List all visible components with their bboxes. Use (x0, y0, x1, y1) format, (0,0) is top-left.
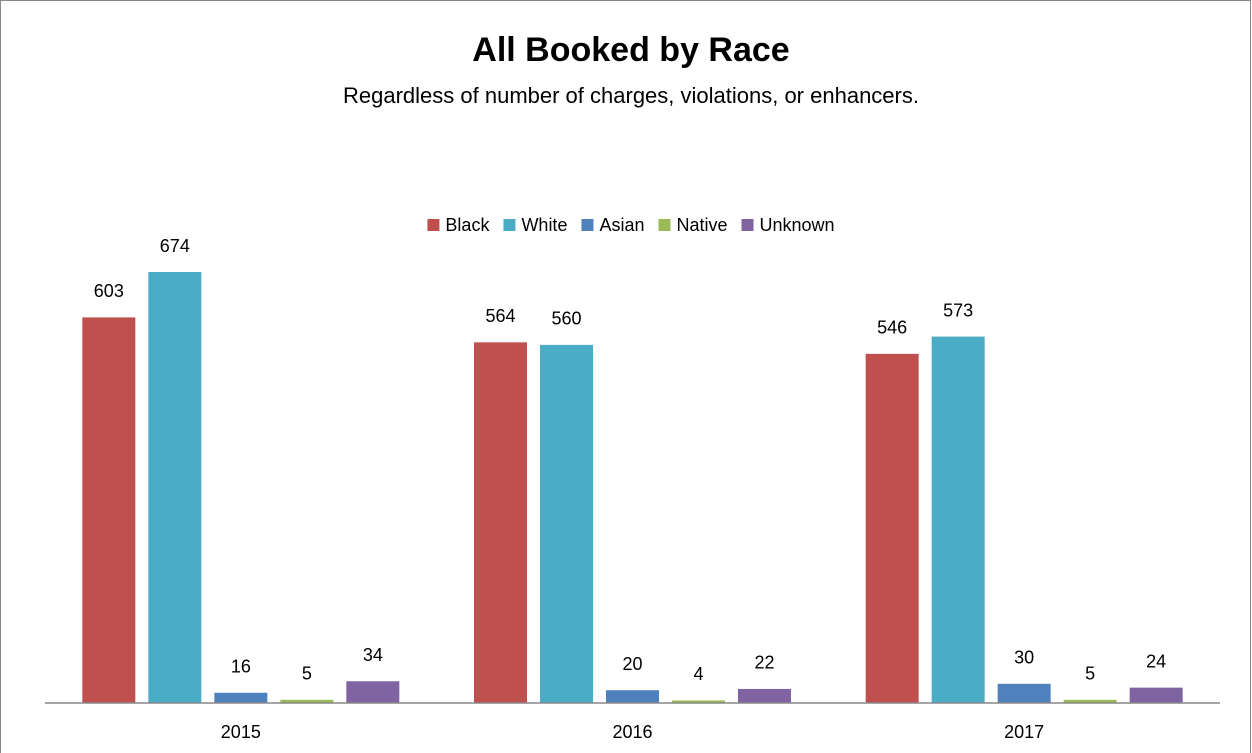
bar (865, 353, 919, 703)
legend-label: Black (445, 215, 490, 235)
data-label: 546 (877, 318, 907, 338)
legend-label: Asian (599, 215, 644, 235)
x-tick-label: 2016 (612, 722, 652, 742)
legend-swatch (741, 219, 754, 231)
chart-subtitle: Regardless of number of charges, violati… (343, 83, 919, 108)
data-label: 34 (363, 645, 383, 665)
data-label: 22 (754, 653, 774, 673)
chart-title: All Booked by Race (472, 31, 789, 69)
legend-label: Unknown (760, 215, 835, 235)
bar (1063, 699, 1117, 703)
x-tick-label: 2015 (221, 722, 261, 742)
bar (738, 688, 791, 703)
bar (280, 699, 334, 703)
data-label: 20 (622, 654, 642, 674)
bar (82, 317, 136, 703)
data-label: 560 (551, 309, 581, 329)
bar (606, 690, 659, 703)
bar (148, 272, 202, 703)
bar (474, 342, 527, 703)
legend-label: Native (676, 215, 727, 235)
bar (997, 683, 1051, 703)
bar (1129, 687, 1183, 703)
bar (214, 692, 268, 703)
bar (346, 681, 400, 703)
data-label: 5 (1085, 664, 1095, 684)
legend-swatch (503, 219, 516, 231)
x-tick-label: 2017 (1004, 722, 1044, 742)
data-label: 4 (693, 664, 703, 684)
legend-swatch (427, 219, 440, 231)
bar (540, 344, 593, 703)
data-label: 603 (94, 281, 124, 301)
data-label: 24 (1146, 651, 1166, 671)
data-label: 5 (302, 664, 312, 684)
data-label: 30 (1014, 648, 1034, 668)
data-label: 564 (485, 306, 515, 326)
bar (672, 700, 725, 703)
legend-swatch (581, 219, 594, 231)
data-label: 16 (231, 657, 251, 677)
data-label: 674 (160, 236, 190, 256)
legend-swatch (658, 219, 671, 231)
bar (931, 336, 985, 703)
data-label: 573 (943, 300, 973, 320)
legend-label: White (521, 215, 567, 235)
